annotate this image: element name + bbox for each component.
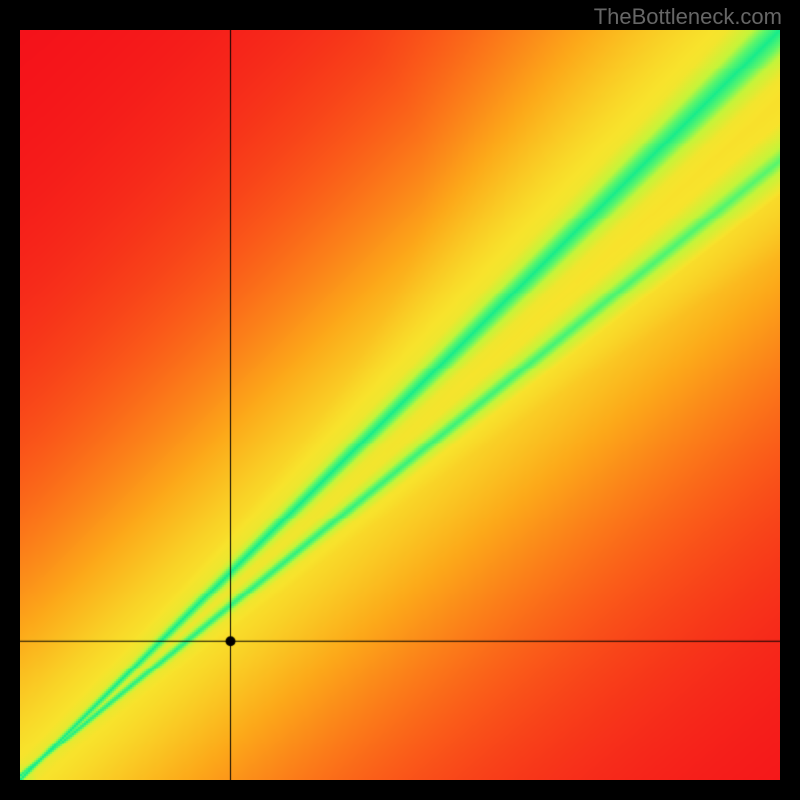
heatmap-canvas [20,30,780,780]
plot-area [20,30,780,780]
watermark-text: TheBottleneck.com [594,4,782,30]
chart-container: TheBottleneck.com [0,0,800,800]
